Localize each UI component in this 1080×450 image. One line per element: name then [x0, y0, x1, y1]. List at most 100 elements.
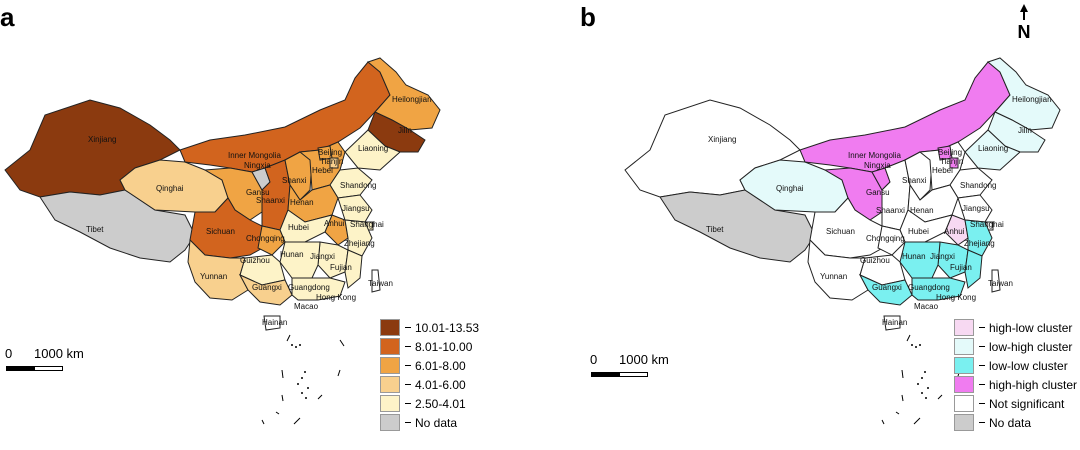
province-taiwan — [371, 269, 381, 293]
label-fujian: Fujian — [330, 263, 352, 272]
label-jilin-b: Jilin — [1018, 126, 1032, 135]
island-dots-b — [911, 344, 929, 399]
label-macao-b: Macao — [914, 302, 939, 311]
panel-label-b: b — [580, 2, 596, 32]
label-fujian-b: Fujian — [950, 263, 972, 272]
b-legend-swatch — [954, 319, 974, 336]
legend-b: high-low cluster low-high cluster low-low … — [954, 318, 1077, 432]
label-inner-mongolia: Inner Mongolia — [228, 151, 281, 160]
b-legend-tick — [979, 365, 985, 366]
label-jilin: Jilin — [398, 126, 412, 135]
label-hainan: Hainan — [262, 318, 287, 327]
b-legend-tick — [979, 327, 985, 328]
label-henan: Henan — [290, 198, 314, 207]
label-hubei: Hubei — [288, 223, 309, 232]
label-xinjiang-b: Xinjiang — [708, 135, 736, 144]
label-hunan-b: Hunan — [902, 252, 926, 261]
label-hunan: Hunan — [280, 250, 304, 259]
province-tianjin-b — [949, 157, 959, 169]
province-chongqing-b — [877, 225, 906, 256]
a-legend-item: 4.01-6.00 — [380, 375, 479, 394]
a-legend-label: 8.01-10.00 — [415, 339, 473, 354]
label-guangxi: Guangxi — [252, 283, 282, 292]
label-guangdong: Guangdong — [288, 283, 330, 292]
label-hongkong-b: Hong Kong — [936, 293, 976, 302]
province-guangxi — [238, 273, 293, 306]
label-tianjin: Tianjin — [320, 157, 343, 166]
label-shandong: Shandong — [340, 181, 376, 190]
label-guizhou: Guizhou — [240, 256, 270, 265]
b-legend-tick — [979, 403, 985, 404]
label-hongkong: Hong Kong — [316, 293, 356, 302]
a-legend-swatch — [380, 414, 400, 431]
province-heilongjiang-b — [986, 57, 1061, 131]
b-legend-tick — [979, 422, 985, 423]
a-legend-label: No data — [415, 415, 458, 430]
label-anhui-b: Anhui — [944, 227, 965, 236]
a-legend-swatch — [380, 357, 400, 374]
a-legend-item: 8.01-10.00 — [380, 337, 479, 356]
south-china-sea-islands-a — [261, 334, 345, 425]
label-hubei-b: Hubei — [908, 227, 929, 236]
scale-line-b — [591, 372, 648, 377]
china-map-b: Xinjiang Tibet Qinghai Inner Mongolia He… — [624, 57, 1061, 425]
b-legend-swatch — [954, 395, 974, 412]
province-jiangsu-b — [957, 194, 993, 223]
label-qinghai-b: Qinghai — [776, 184, 804, 193]
province-shapes-a — [4, 57, 441, 425]
a-legend-item: 2.50-4.01 — [380, 394, 479, 413]
province-guangdong — [291, 277, 346, 301]
label-inner-mongolia-b: Inner Mongolia — [848, 151, 901, 160]
south-china-sea-islands-b — [881, 334, 965, 425]
china-map-a: Xinjiang Tibet Qinghai Inner Mongolia He… — [4, 57, 441, 425]
province-guangdong-b — [911, 277, 966, 301]
b-legend-item: low-high cluster — [954, 337, 1077, 356]
b-legend-swatch — [954, 338, 974, 355]
label-hebei: Hebei — [312, 166, 333, 175]
label-ningxia: Ningxia — [244, 161, 271, 170]
b-legend-label: Not significant — [989, 396, 1065, 411]
b-legend-item: low-low cluster — [954, 356, 1077, 375]
north-label: N — [1018, 22, 1031, 42]
label-macao: Macao — [294, 302, 319, 311]
label-yunnan-b: Yunnan — [820, 272, 847, 281]
a-legend-tick — [405, 365, 411, 366]
label-jiangxi-b: Jiangxi — [930, 252, 955, 261]
label-liaoning-b: Liaoning — [978, 144, 1008, 153]
a-legend-tick — [405, 346, 411, 347]
label-taiwan: Taiwan — [368, 279, 393, 288]
province-labels-b: Xinjiang Tibet Qinghai Inner Mongolia He… — [706, 95, 1052, 327]
label-shandong-b: Shandong — [960, 181, 996, 190]
label-yunnan: Yunnan — [200, 272, 227, 281]
province-hainan — [263, 315, 281, 331]
label-chongqing-b: Chongqing — [866, 234, 905, 243]
a-legend-label: 6.01-8.00 — [415, 358, 466, 373]
map-panel-a: a — [0, 2, 479, 432]
label-heilongjian: Heilongjian — [392, 95, 432, 104]
province-labels-a: Xinjiang Tibet Qinghai Inner Mongolia He… — [86, 95, 432, 327]
label-gansu: Gansu — [246, 188, 270, 197]
label-anhui: Anhui — [324, 219, 345, 228]
b-legend-swatch — [954, 414, 974, 431]
province-shapes-b — [624, 57, 1061, 425]
label-zhejiang: Zhejiang — [344, 239, 375, 248]
label-tianjin-b: Tianjin — [940, 157, 963, 166]
province-gansu-b — [823, 167, 883, 221]
label-shanxi-b: Shanxi — [902, 176, 927, 185]
label-shanghai: Shanghai — [350, 220, 384, 229]
a-legend-item: 6.01-8.00 — [380, 356, 479, 375]
b-legend-label: low-low cluster — [989, 358, 1068, 373]
label-tibet: Tibet — [86, 225, 104, 234]
province-fujian-b — [964, 249, 983, 289]
label-jiangsu-b: Jiangsu — [962, 204, 990, 213]
a-legend-swatch — [380, 395, 400, 412]
label-hebei-b: Hebei — [932, 166, 953, 175]
b-legend-item: No data — [954, 413, 1077, 432]
b-legend-tick — [979, 346, 985, 347]
scale-bar-b: 0 1000 km — [585, 352, 705, 382]
province-hunan-b — [899, 241, 941, 279]
a-legend-item: No data — [380, 413, 479, 432]
b-legend-label: high-low cluster — [989, 320, 1073, 335]
label-guangdong-b: Guangdong — [908, 283, 950, 292]
map-panel-b: b N — [540, 0, 1080, 450]
